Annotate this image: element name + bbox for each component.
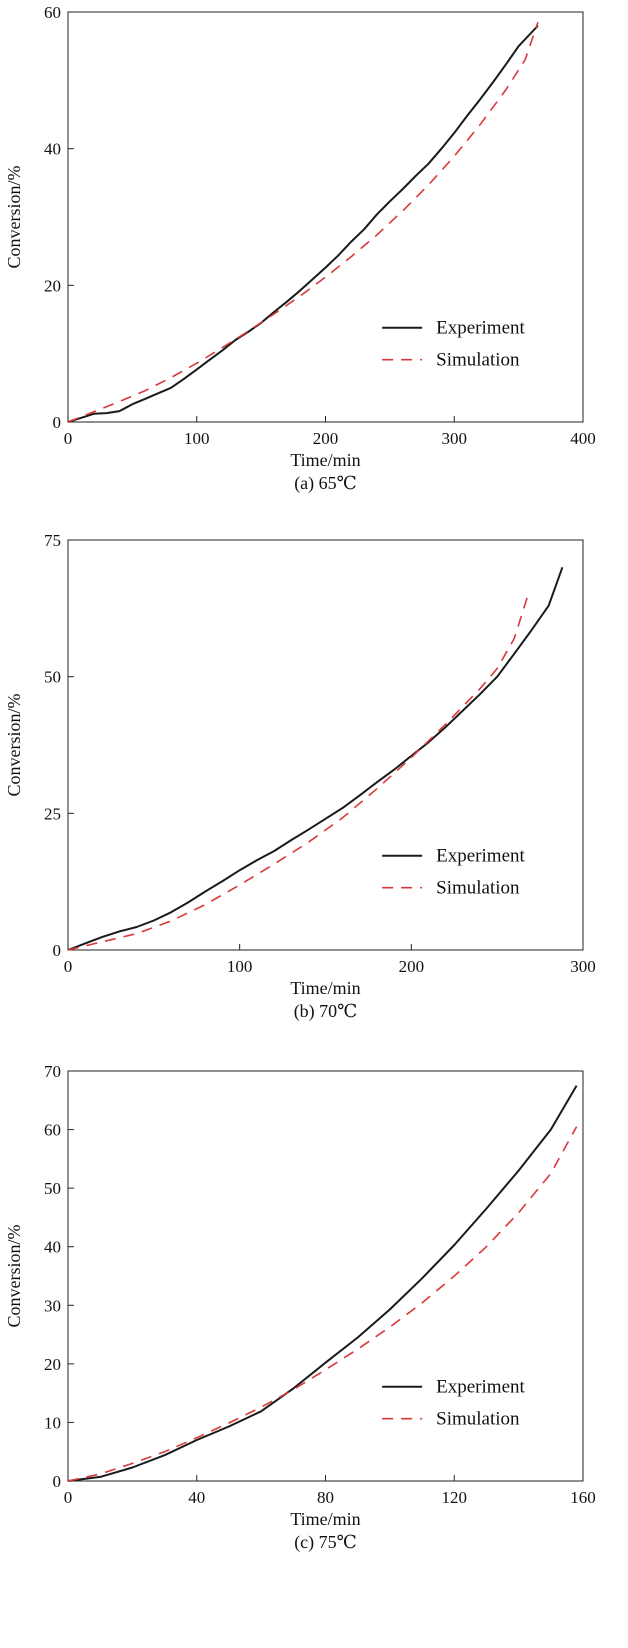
chart-panel-1: 0 100 200 300 0 25 50 75 Time/min Conversion/% (b)… xyxy=(4,531,596,1022)
x-axis-title: Time/min xyxy=(290,978,360,998)
legend-experiment-label: Experiment xyxy=(436,1377,525,1398)
y-tick-label: 50 xyxy=(44,668,61,687)
y-tick-label: 10 xyxy=(44,1413,61,1432)
simulation-series-line xyxy=(67,594,529,951)
x-tick-label: 40 xyxy=(188,1488,205,1507)
x-tick-label: 400 xyxy=(570,429,596,448)
chart-caption: (c) 75℃ xyxy=(294,1532,357,1553)
y-tick-label: 0 xyxy=(53,413,62,432)
y-axis-title: Conversion/% xyxy=(4,166,24,269)
legend-experiment-label: Experiment xyxy=(436,846,525,867)
y-tick-label: 20 xyxy=(44,276,61,295)
legend-simulation-label: Simulation xyxy=(436,350,520,371)
y-tick-label: 0 xyxy=(53,1472,62,1491)
experiment-series-line xyxy=(67,25,539,423)
y-axis-title: Conversion/% xyxy=(4,694,24,797)
y-tick-label: 60 xyxy=(44,3,61,22)
x-tick-label: 0 xyxy=(64,429,73,448)
y-tick-label: 25 xyxy=(44,804,61,823)
x-tick-label: 120 xyxy=(442,1488,468,1507)
experiment-series-line xyxy=(67,1085,578,1482)
y-axis-title: Conversion/% xyxy=(4,1225,24,1328)
chart-caption: (a) 65℃ xyxy=(294,473,357,494)
chart-caption: (b) 70℃ xyxy=(294,1001,358,1022)
y-tick-label: 60 xyxy=(44,1121,61,1140)
legend-simulation-label: Simulation xyxy=(436,1409,520,1430)
x-tick-label: 200 xyxy=(313,429,339,448)
x-tick-label: 200 xyxy=(399,957,425,976)
x-tick-label: 80 xyxy=(317,1488,334,1507)
simulation-series-line xyxy=(67,1126,578,1482)
x-tick-label: 0 xyxy=(64,957,73,976)
x-axis-title: Time/min xyxy=(290,1509,360,1529)
x-axis-title: Time/min xyxy=(290,450,360,470)
experiment-series-line xyxy=(67,566,564,951)
y-tick-label: 0 xyxy=(53,941,62,960)
y-tick-label: 50 xyxy=(44,1179,61,1198)
chart-panel-0: 0 100 200 300 400 0 20 40 60 Time/min Conversion/%… xyxy=(4,3,596,494)
x-tick-label: 300 xyxy=(442,429,468,448)
x-tick-label: 160 xyxy=(570,1488,596,1507)
plot-frame xyxy=(67,539,584,951)
legend-simulation-label: Simulation xyxy=(436,878,520,899)
chart-panel-2: 0 40 80 120 160 0 10 20 30 40 50 60 70 Time/min Conver… xyxy=(4,1062,596,1553)
legend-experiment-label: Experiment xyxy=(436,318,525,339)
x-tick-label: 300 xyxy=(570,957,596,976)
x-tick-label: 0 xyxy=(64,1488,73,1507)
y-tick-label: 75 xyxy=(44,531,61,550)
y-tick-label: 30 xyxy=(44,1296,61,1315)
y-tick-label: 40 xyxy=(44,140,61,159)
y-tick-label: 70 xyxy=(44,1062,61,1081)
x-tick-label: 100 xyxy=(227,957,253,976)
y-tick-label: 40 xyxy=(44,1238,61,1257)
x-tick-label: 100 xyxy=(184,429,210,448)
y-tick-label: 20 xyxy=(44,1355,61,1374)
